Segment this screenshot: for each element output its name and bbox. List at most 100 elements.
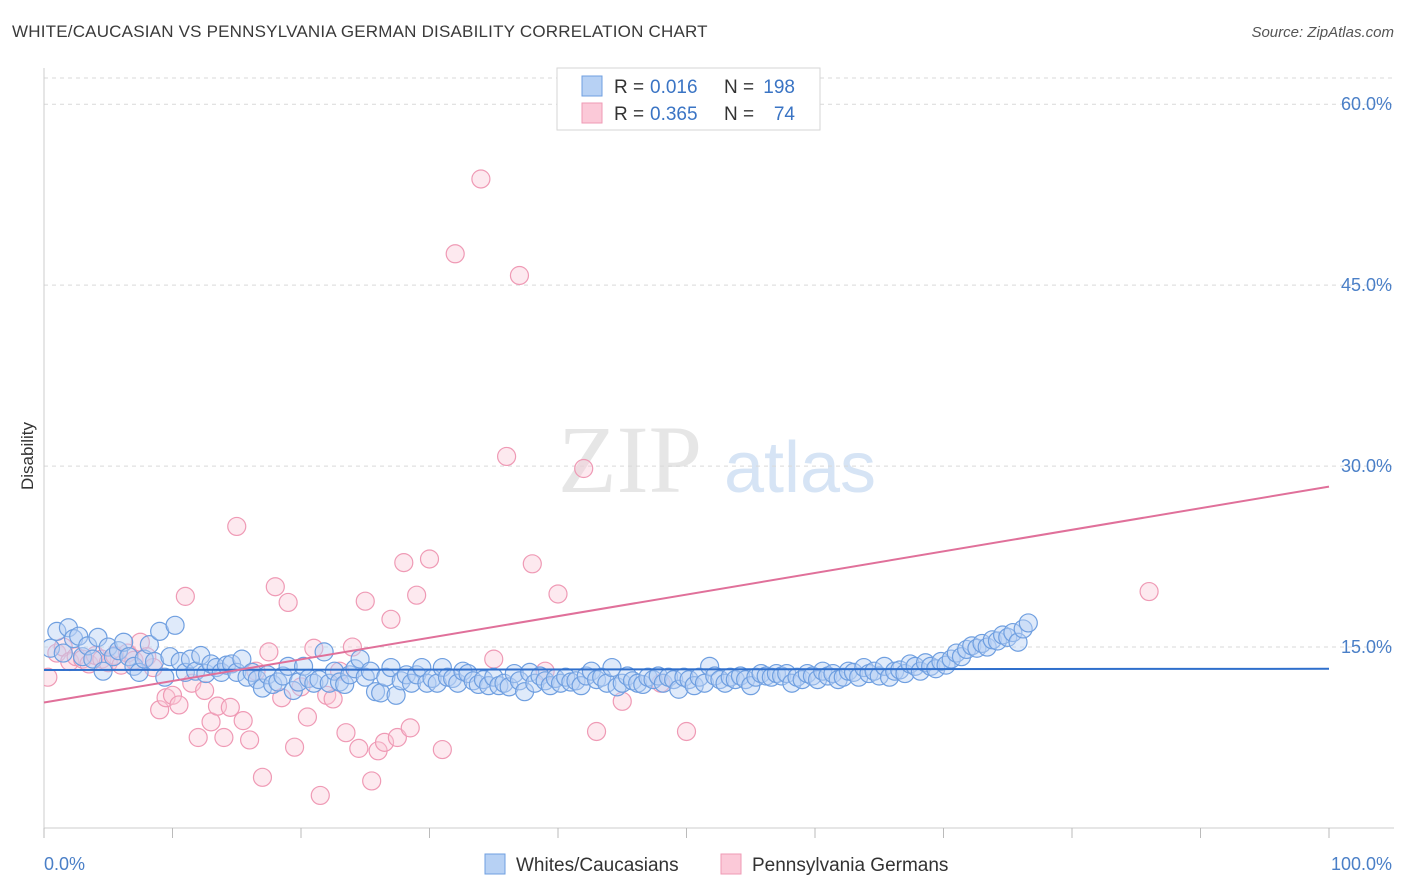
white-point — [98, 637, 118, 657]
pennsylvania-germans-trend-line — [43, 485, 1330, 704]
white-point — [715, 673, 735, 693]
white-point — [854, 657, 874, 678]
pennsylvania-germans-points — [44, 169, 1159, 806]
legend-n-value-2: 74 — [774, 104, 796, 125]
pa-german-point — [214, 727, 234, 748]
pa-german-point — [195, 680, 215, 701]
pa-german-point — [252, 767, 273, 787]
white-point — [119, 647, 139, 667]
white-point — [818, 666, 838, 686]
pa-german-point — [284, 737, 305, 757]
pa-german-point — [265, 577, 285, 597]
white-point — [448, 673, 468, 693]
pa-german-point — [586, 721, 607, 742]
y-axis-tick-labels: 15.0% 30.0% 45.0% 60.0% — [1341, 94, 1392, 657]
legend-swatch-pink — [581, 102, 603, 124]
white-point — [463, 671, 483, 691]
pa-german-point — [150, 700, 170, 720]
white-point — [1013, 619, 1033, 639]
legend-r-value-1: 0.016 — [650, 77, 698, 98]
pa-german-point — [317, 685, 337, 705]
white-point — [44, 638, 61, 658]
x-tick-label-max: 100.0% — [1331, 854, 1392, 874]
white-point — [93, 661, 113, 681]
white-point — [921, 656, 941, 676]
white-point — [946, 643, 966, 663]
white-point — [165, 615, 185, 635]
white-point — [293, 656, 314, 676]
white-point — [180, 649, 201, 669]
legend-n-value-1: 198 — [763, 77, 795, 98]
white-point — [874, 656, 894, 676]
pa-german-point — [323, 689, 343, 709]
pa-german-point — [362, 771, 382, 791]
white-point — [453, 661, 473, 681]
y-tick-label: 45.0% — [1341, 275, 1392, 295]
white-point — [669, 679, 689, 699]
pa-german-point — [278, 592, 298, 613]
white-point — [550, 673, 571, 693]
pa-german-point — [240, 730, 260, 750]
pa-german-point — [169, 695, 189, 715]
white-point — [602, 657, 622, 678]
pa-german-point — [44, 667, 58, 687]
pa-german-point — [471, 169, 491, 189]
pa-german-point — [497, 446, 517, 467]
pa-german-point — [484, 649, 504, 669]
white-point — [314, 642, 334, 662]
pa-german-point — [188, 727, 208, 748]
white-point — [987, 631, 1008, 651]
white-point — [1018, 613, 1038, 633]
legend-r-label-2: R = — [614, 104, 644, 125]
white-point — [972, 633, 992, 654]
pa-german-point — [387, 727, 407, 748]
pa-german-point — [407, 585, 427, 605]
x-tick-label-min: 0.0% — [44, 854, 85, 874]
bottom-legend-swatch-blue — [484, 853, 506, 875]
white-point — [915, 653, 936, 673]
white-point — [386, 685, 406, 705]
legend-r-label-1: R = — [614, 77, 644, 98]
grid-lines — [44, 77, 1394, 648]
white-point — [705, 666, 725, 686]
white-point — [869, 666, 889, 686]
y-tick-label: 30.0% — [1341, 456, 1392, 476]
white-point — [489, 676, 509, 696]
white-point — [643, 670, 663, 690]
white-point — [494, 673, 514, 693]
white-point — [232, 649, 252, 669]
y-tick-label: 60.0% — [1341, 94, 1392, 114]
white-point — [329, 672, 350, 692]
white-point — [833, 667, 853, 687]
y-tick-label: 15.0% — [1341, 637, 1392, 657]
white-point — [802, 666, 823, 686]
white-point — [592, 667, 612, 687]
white-point — [586, 670, 607, 690]
white-point — [304, 673, 324, 693]
whites-caucasians-points — [44, 613, 1038, 705]
y-axis-title: Disability — [18, 421, 37, 490]
white-point — [335, 674, 355, 695]
legend-n-label-1: N = — [724, 77, 754, 98]
white-point — [700, 656, 720, 676]
white-point — [746, 667, 766, 687]
bottom-legend-label-whites: Whites/Caucasians — [516, 855, 679, 876]
pa-german-point — [445, 244, 465, 264]
pa-german-point — [310, 785, 330, 806]
chart-source: Source: ZipAtlas.com — [1251, 24, 1394, 41]
white-point — [103, 647, 123, 667]
bottom-legend-swatch-pink — [720, 853, 742, 875]
whites-caucasians-trend-line — [43, 667, 1330, 671]
pa-german-point — [220, 697, 240, 717]
pa-german-point — [522, 554, 542, 574]
pa-german-point — [355, 591, 375, 611]
pa-german-point — [509, 265, 530, 286]
pa-german-point — [297, 707, 318, 727]
white-point — [720, 667, 740, 687]
legend-swatch-blue — [581, 75, 603, 97]
white-point — [88, 627, 108, 647]
pa-german-point — [233, 711, 253, 731]
white-point — [730, 666, 751, 686]
white-point — [792, 670, 812, 690]
correlation-legend: R = 0.016 N = 198 R = 0.365 N = 74 — [556, 67, 821, 131]
